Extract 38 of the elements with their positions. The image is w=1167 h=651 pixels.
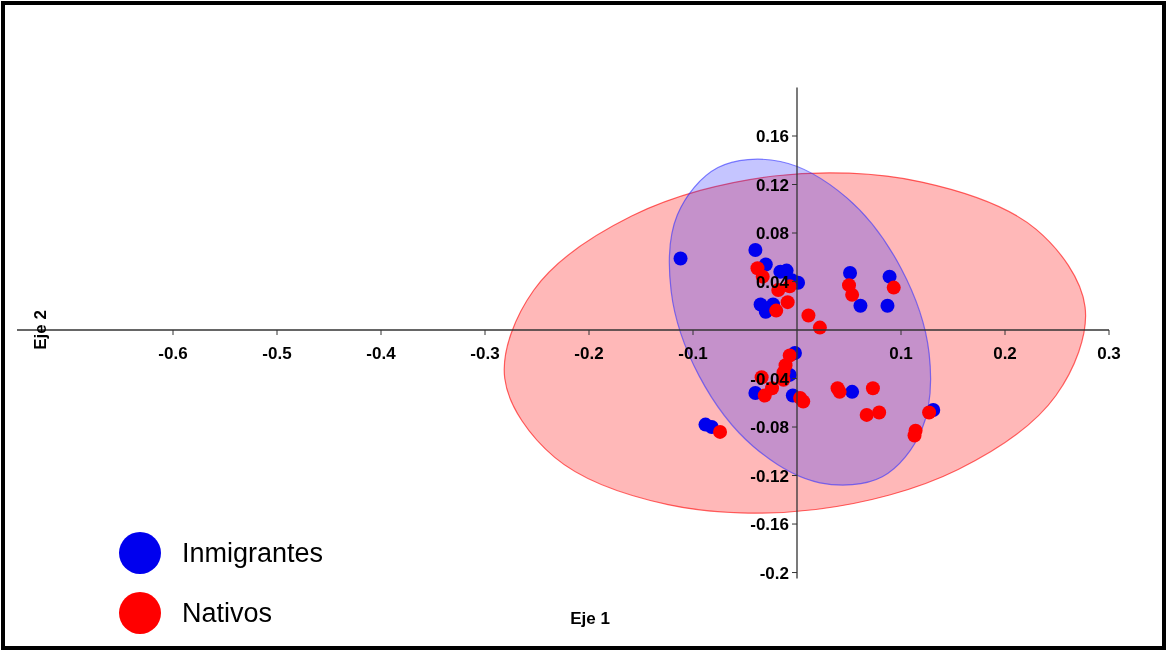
x-tick-label: -0.5 [262,344,292,364]
point [865,381,880,396]
point [748,242,763,257]
point [882,269,897,284]
y-tick-label: -0.12 [750,466,789,486]
x-tick-label: -0.4 [366,344,397,364]
y-tick-label: 0.12 [755,175,789,195]
x-axis-title: Eje 1 [570,609,610,628]
point [713,424,728,439]
point [872,405,887,420]
x-tick-label: 0.3 [1097,344,1121,364]
point [859,407,874,422]
point [886,280,901,295]
point [843,266,858,281]
x-tick-label: -0.1 [678,344,708,364]
point [845,384,860,399]
x-tick-label: -0.2 [574,344,604,364]
x-tick-label: -0.3 [470,344,500,364]
x-tick-label: 0.2 [993,344,1017,364]
point [673,251,688,266]
point [780,295,795,310]
point [922,405,937,420]
x-tick-label: -0.6 [158,344,188,364]
point [801,308,816,323]
legend-label: Inmigrantes [182,538,324,568]
point [880,298,895,313]
y-tick-label: -0.2 [759,563,789,583]
x-tick-label: 0.1 [889,344,913,364]
y-axis-title: Eje 2 [31,310,50,350]
point [845,287,860,302]
point [853,298,868,313]
point [796,394,811,409]
y-tick-label: -0.08 [750,418,789,438]
y-tick-label: 0.16 [755,127,789,146]
point [769,303,784,318]
legend-label: Nativos [182,598,273,628]
y-tick-label: 0.08 [755,224,789,244]
y-tick-label: -0.16 [750,515,789,535]
